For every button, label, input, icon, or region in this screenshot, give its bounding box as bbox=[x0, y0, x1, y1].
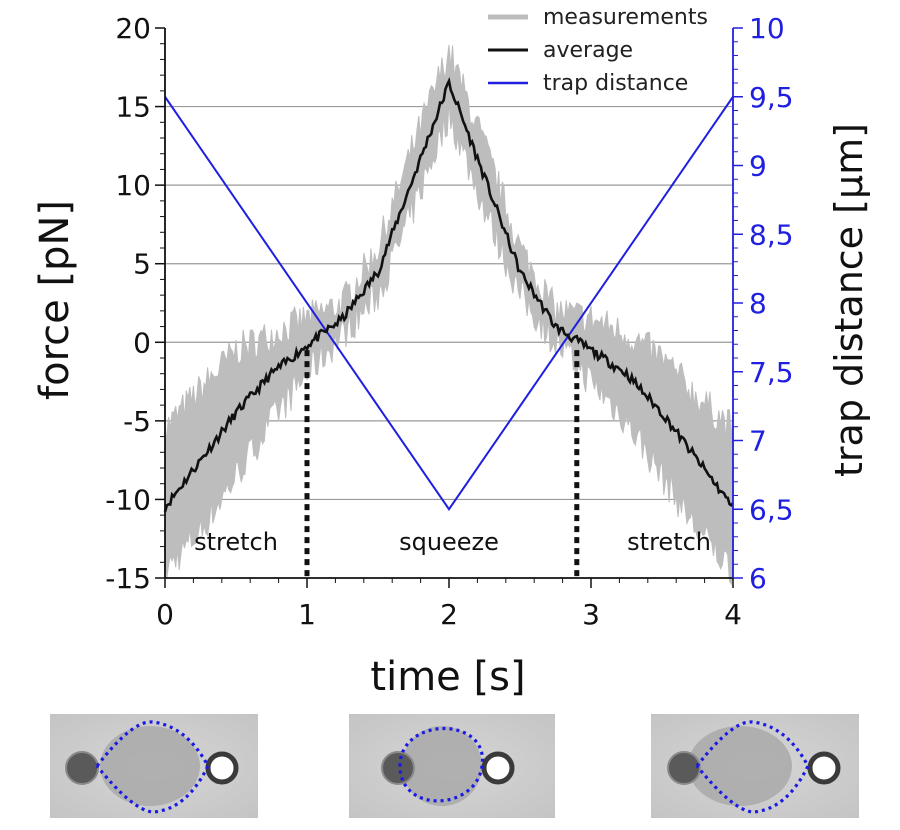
x-axis-label: time [s] bbox=[370, 654, 525, 700]
y-right-tick-label: 7 bbox=[749, 425, 767, 458]
y-left-tick-label: -10 bbox=[105, 483, 151, 516]
y-left-tick-label: 0 bbox=[133, 326, 151, 359]
legend: measurements average trap distance bbox=[488, 5, 708, 96]
y-left-tick-label: -5 bbox=[123, 405, 151, 438]
y-right-tick-label: 7,5 bbox=[749, 356, 794, 389]
annotations: stretch squeeze stretch bbox=[194, 350, 711, 578]
y-right-tick-label: 8,5 bbox=[749, 218, 794, 251]
phase-label: stretch bbox=[627, 528, 711, 556]
x-tick-label: 2 bbox=[440, 598, 458, 631]
y-left-tick-label: -15 bbox=[105, 562, 151, 595]
cell-outline bbox=[398, 726, 484, 803]
y-axis-right-label: trap distance [µm] bbox=[827, 123, 871, 477]
axes: -15 -10 -5 0 5 10 15 20 6 6,5 7 7,5 8 8,5 9 9,5 10 0 1 2 3 4 bbox=[105, 12, 793, 631]
legend-label: average bbox=[543, 38, 633, 63]
y-right-tick-label: 9 bbox=[749, 150, 767, 183]
inset-image-2 bbox=[349, 714, 555, 818]
y-left-tick-label: 5 bbox=[133, 248, 151, 281]
measurement-band bbox=[164, 44, 734, 586]
phase-label: squeeze bbox=[399, 528, 499, 556]
y-left-tick-label: 15 bbox=[115, 91, 151, 124]
y-right-tick-label: 9,5 bbox=[749, 81, 794, 114]
chart-lines bbox=[163, 76, 735, 513]
y-axis-left-label: force [pN] bbox=[32, 200, 78, 400]
legend-label: trap distance bbox=[543, 71, 688, 96]
y-right-tick-label: 10 bbox=[749, 12, 785, 45]
series-trap-distance-line bbox=[164, 96, 734, 512]
inset-image-1 bbox=[50, 714, 258, 818]
y-right-tick-label: 6 bbox=[749, 562, 767, 595]
series-measurements-band bbox=[164, 44, 734, 586]
inset-images bbox=[50, 714, 859, 818]
y-left-tick-label: 10 bbox=[115, 169, 151, 202]
axis-labels: time [s] force [pN] trap distance [µm] bbox=[32, 123, 871, 700]
y-right-tick-label: 6,5 bbox=[749, 493, 794, 526]
x-tick-label: 3 bbox=[582, 598, 600, 631]
y-left-tick-label: 20 bbox=[115, 12, 151, 45]
series-average-line bbox=[163, 76, 735, 513]
x-tick-label: 4 bbox=[724, 598, 742, 631]
inset-image-3 bbox=[651, 714, 859, 818]
phase-label: stretch bbox=[194, 528, 278, 556]
x-tick-label: 0 bbox=[156, 598, 174, 631]
x-tick-label: 1 bbox=[298, 598, 316, 631]
legend-label: measurements bbox=[543, 5, 708, 30]
y-right-tick-label: 8 bbox=[749, 287, 767, 320]
